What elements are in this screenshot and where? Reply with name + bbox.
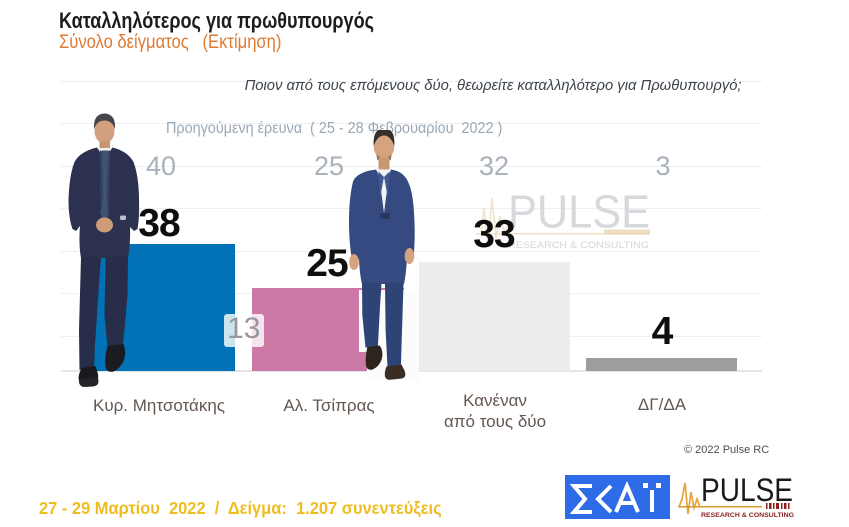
svg-text:RESEARCH & CONSULTING: RESEARCH & CONSULTING	[508, 240, 649, 250]
svg-text:PULSE: PULSE	[508, 186, 650, 238]
svg-text:PULSE: PULSE	[701, 472, 793, 508]
svg-text:RESEARCH & CONSULTING: RESEARCH & CONSULTING	[701, 512, 794, 519]
